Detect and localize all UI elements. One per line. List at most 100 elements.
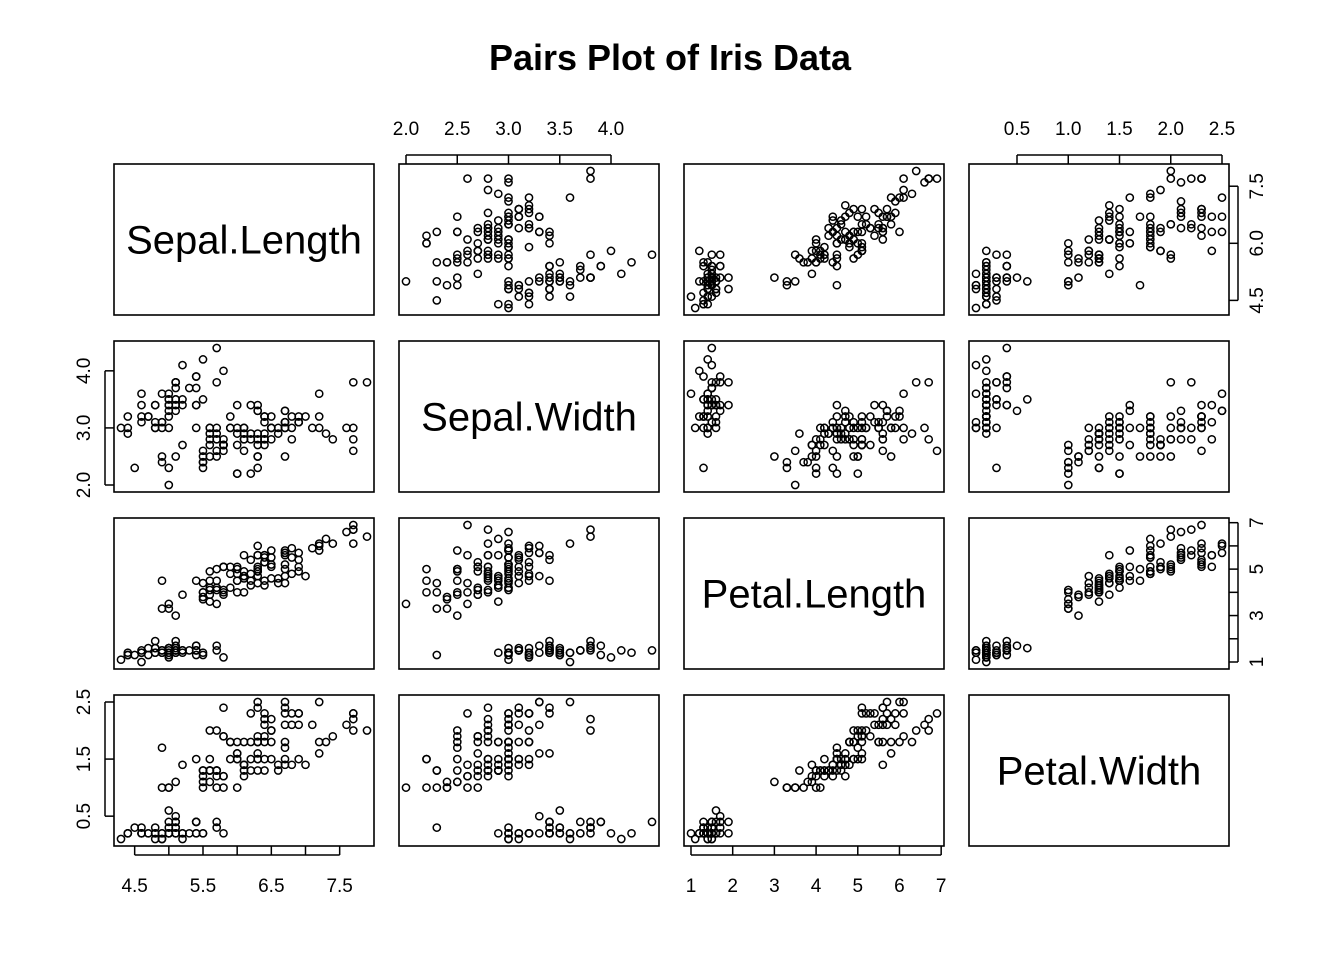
data-point	[1104, 590, 1114, 600]
data-point	[184, 383, 194, 393]
data-point	[596, 650, 606, 660]
data-point	[171, 377, 181, 387]
data-point	[483, 185, 493, 195]
data-point	[849, 726, 858, 735]
data-point	[795, 766, 804, 775]
data-point	[524, 242, 534, 252]
data-point	[328, 434, 338, 444]
data-point	[840, 754, 850, 764]
data-point	[911, 377, 921, 387]
data-point	[596, 261, 606, 271]
data-point	[534, 227, 544, 237]
data-point	[287, 434, 297, 444]
data-point	[463, 760, 472, 770]
data-point	[432, 783, 442, 792]
data-point	[150, 636, 160, 646]
data-point	[586, 714, 595, 724]
tick-label: 7	[936, 876, 947, 897]
data-point	[483, 714, 493, 724]
data-point	[899, 434, 908, 444]
data-point	[164, 395, 174, 404]
data-point	[647, 250, 657, 260]
data-point	[911, 166, 921, 176]
data-point	[504, 720, 513, 730]
data-point	[504, 539, 513, 548]
data-point	[874, 223, 883, 233]
data-point	[1063, 463, 1073, 473]
data-point	[1084, 250, 1094, 260]
data-point	[123, 828, 133, 838]
data-point	[1063, 599, 1073, 609]
data-point	[971, 655, 981, 665]
tick-label: 6.5	[258, 876, 284, 897]
data-point	[790, 446, 800, 456]
data-point	[473, 766, 483, 775]
data-point	[981, 389, 991, 399]
data-point	[1197, 400, 1206, 410]
data-point	[882, 697, 892, 707]
data-point	[1207, 562, 1217, 572]
data-point	[483, 227, 493, 237]
data-point	[504, 766, 513, 775]
data-point	[1217, 539, 1227, 548]
chart-title: Pairs Plot of Iris Data	[489, 37, 852, 78]
data-point	[807, 246, 817, 256]
data-point	[534, 541, 544, 551]
data-point	[815, 783, 825, 792]
data-point	[803, 777, 813, 787]
data-point	[301, 571, 310, 581]
data-point	[575, 817, 585, 827]
data-point	[1135, 212, 1145, 222]
data-point	[266, 423, 276, 433]
data-point	[524, 543, 534, 553]
data-point	[899, 174, 908, 183]
data-point	[164, 412, 174, 421]
data-point	[606, 828, 616, 838]
data-point	[807, 771, 817, 781]
data-point	[348, 709, 358, 718]
data-point	[828, 257, 838, 267]
data-point	[857, 726, 867, 735]
data-point	[715, 817, 725, 827]
data-point	[545, 709, 554, 718]
data-point	[260, 412, 269, 421]
data-point	[123, 429, 133, 438]
data-point	[886, 714, 896, 724]
data-point	[164, 806, 174, 815]
data-point	[699, 823, 708, 832]
panel-sepal-length-vs-sepal-width	[398, 163, 660, 316]
data-point	[473, 771, 483, 781]
data-point	[811, 766, 821, 775]
data-point	[1166, 532, 1176, 541]
data-point	[504, 242, 513, 252]
data-point	[504, 760, 513, 770]
data-point	[895, 406, 904, 416]
data-point	[232, 469, 242, 478]
tick-label: 1.5	[1106, 119, 1132, 140]
data-point	[799, 257, 808, 267]
data-point	[473, 737, 483, 747]
data-point	[401, 277, 411, 286]
data-point	[981, 636, 991, 646]
data-point	[694, 246, 704, 256]
data-point	[1084, 583, 1094, 593]
tick-label: 7.5	[326, 876, 352, 897]
data-point	[886, 193, 896, 202]
data-point	[836, 235, 846, 244]
data-point	[504, 174, 513, 183]
data-point	[832, 423, 842, 433]
data-point	[452, 227, 462, 237]
data-point	[239, 771, 249, 781]
data-point	[1002, 383, 1012, 393]
data-point	[836, 434, 846, 444]
data-point	[432, 578, 442, 588]
tick-label: 3	[1247, 610, 1268, 621]
data-point	[266, 574, 276, 583]
data-point	[266, 726, 276, 735]
data-point	[1084, 446, 1094, 456]
data-point	[483, 703, 493, 713]
data-point	[514, 204, 524, 214]
data-point	[534, 571, 544, 581]
data-point	[878, 417, 888, 427]
